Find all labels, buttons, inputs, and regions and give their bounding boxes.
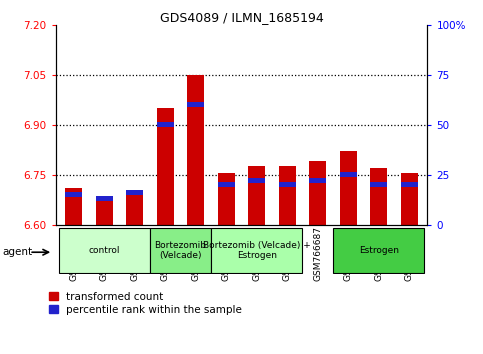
FancyBboxPatch shape	[333, 228, 425, 273]
Bar	[309, 178, 326, 183]
Bar	[279, 166, 296, 225]
Bar	[157, 122, 174, 127]
FancyBboxPatch shape	[58, 228, 150, 273]
FancyBboxPatch shape	[150, 228, 211, 273]
Bar	[401, 173, 417, 225]
Bar	[157, 108, 174, 225]
Text: Estrogen: Estrogen	[359, 246, 398, 255]
Text: control: control	[88, 246, 120, 255]
Bar	[248, 178, 265, 183]
Bar	[279, 182, 296, 187]
Bar	[248, 166, 265, 225]
Bar	[96, 196, 113, 201]
Text: agent: agent	[2, 247, 32, 257]
Bar	[340, 152, 356, 225]
FancyBboxPatch shape	[211, 228, 302, 273]
Bar	[66, 188, 82, 225]
Title: GDS4089 / ILMN_1685194: GDS4089 / ILMN_1685194	[159, 11, 324, 24]
Bar	[370, 182, 387, 187]
Bar	[127, 190, 143, 195]
Legend: transformed count, percentile rank within the sample: transformed count, percentile rank withi…	[49, 292, 242, 315]
Bar	[370, 168, 387, 225]
Bar	[309, 161, 326, 225]
Text: Bortezomib
(Velcade): Bortezomib (Velcade)	[155, 241, 207, 260]
Bar	[340, 172, 356, 177]
Bar	[218, 173, 235, 225]
Bar	[187, 102, 204, 107]
Bar	[401, 182, 417, 187]
Bar	[66, 192, 82, 197]
Bar	[127, 192, 143, 225]
Text: Bortezomib (Velcade) +
Estrogen: Bortezomib (Velcade) + Estrogen	[203, 241, 311, 260]
Bar	[218, 182, 235, 187]
Bar	[96, 196, 113, 225]
Bar	[187, 75, 204, 225]
